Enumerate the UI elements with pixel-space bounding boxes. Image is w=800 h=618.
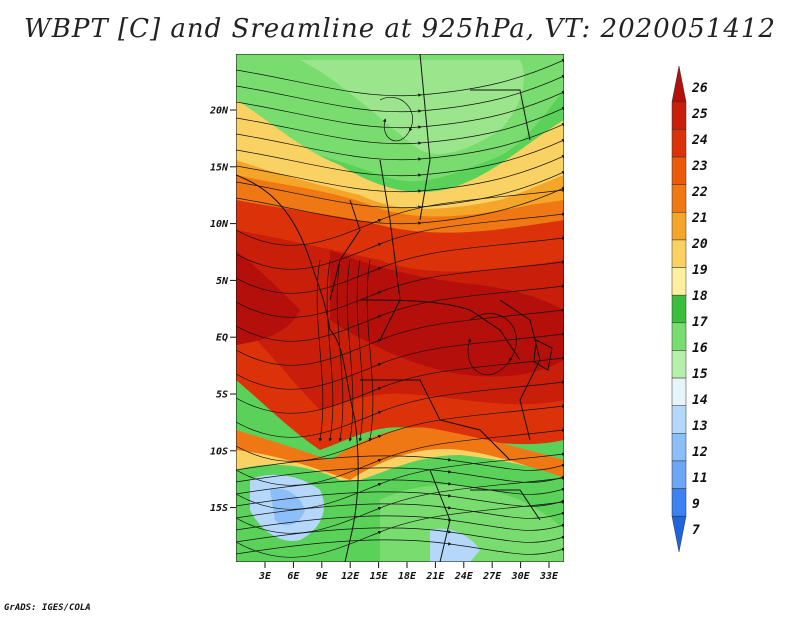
lat-axis: 20N 15N 10N 5N EQ 5S 10S 15S: [209, 106, 236, 514]
lon-label: 3E: [258, 571, 272, 582]
colorbar-label: 11: [692, 471, 708, 486]
lat-label: 10N: [210, 219, 229, 230]
streamline: [326, 259, 334, 442]
colorbar-label: 23: [691, 159, 708, 174]
colorbar-bin: [671, 350, 687, 379]
colorbar-label: 21: [691, 211, 708, 226]
lon-label: 15E: [370, 571, 389, 582]
lon-label: 18E: [398, 571, 417, 582]
lat-label: 15S: [210, 503, 228, 514]
colorbar-bin: [671, 460, 687, 489]
colorbar-label: 15: [692, 367, 708, 382]
wbpt-field: [236, 54, 564, 562]
streamline: [366, 259, 374, 442]
lon-label: 21E: [425, 571, 445, 582]
colorbar-label: 12: [692, 445, 708, 460]
colorbar-label: 26: [691, 81, 708, 96]
colorbar-bin: [671, 267, 687, 296]
lon-label: 24E: [454, 571, 474, 582]
colorbar-bin: [671, 488, 687, 517]
colorbar-label: 17: [692, 315, 708, 330]
colorbar-bin: [671, 405, 687, 434]
colorbar-bin: [671, 377, 687, 406]
colorbar-label: 20: [691, 237, 708, 252]
lat-label: EQ: [216, 333, 228, 344]
colorbar-label: 25: [691, 107, 708, 122]
lon-axis: 3E 6E 9E 12E 15E 18E 21E 24E 27E 30E 33E: [258, 562, 559, 582]
streamlines: [236, 59, 564, 558]
colorbar-label: 7: [692, 523, 700, 538]
colorbar-bin: [671, 156, 687, 185]
streamline: [316, 259, 324, 442]
lon-label: 6E: [287, 571, 300, 582]
lat-label: 5N: [216, 276, 229, 287]
streamline: [346, 259, 354, 442]
colorbar-bin: [671, 184, 687, 213]
colorbar-label: 14: [692, 393, 708, 408]
streamline: [356, 259, 364, 442]
lat-label: 5S: [216, 390, 228, 401]
colorbar-label: 19: [692, 263, 708, 278]
streamline: [236, 539, 564, 555]
colorbar-top-triangle: [671, 65, 687, 103]
colorbar-label: 18: [692, 289, 708, 304]
colorbar-bin: [671, 239, 687, 268]
colorbar-label: 9: [692, 497, 700, 512]
colorbar-label: 22: [691, 185, 708, 200]
credit-text: GrADS: IGES/COLA: [4, 603, 91, 613]
lon-label: 30E: [511, 571, 531, 582]
colorbar-bin: [671, 212, 687, 241]
chart-title: WBPT [C] and Sreamline at 925hPa, VT: 20…: [24, 14, 776, 44]
colorbar-bin: [671, 294, 687, 324]
lon-label: 27E: [482, 571, 502, 582]
lat-label: 10S: [210, 446, 228, 457]
lat-label: 20N: [209, 106, 229, 117]
colorbar-bin: [671, 129, 687, 158]
colorbar-bin: [671, 101, 687, 130]
colorbar-label: 16: [692, 341, 708, 356]
colorbar-label: 13: [692, 419, 708, 434]
colorbar-bottom-triangle: [671, 515, 687, 553]
lon-label: 9E: [316, 571, 329, 582]
colorbar-label: 24: [691, 133, 708, 148]
lat-label: 15N: [210, 162, 229, 173]
streamline: [236, 187, 564, 225]
colorbar-bin: [671, 322, 687, 351]
lon-label: 12E: [341, 571, 360, 582]
streamline: [336, 259, 344, 442]
streamline: [467, 313, 517, 376]
colorbar-bin: [671, 433, 687, 462]
streamline: [379, 97, 413, 142]
colorbar: 26 25 24 23 22 21 20 19 18 17 16 15 14 13 12 11 9 7: [671, 65, 708, 553]
lon-label: 33E: [539, 571, 559, 582]
